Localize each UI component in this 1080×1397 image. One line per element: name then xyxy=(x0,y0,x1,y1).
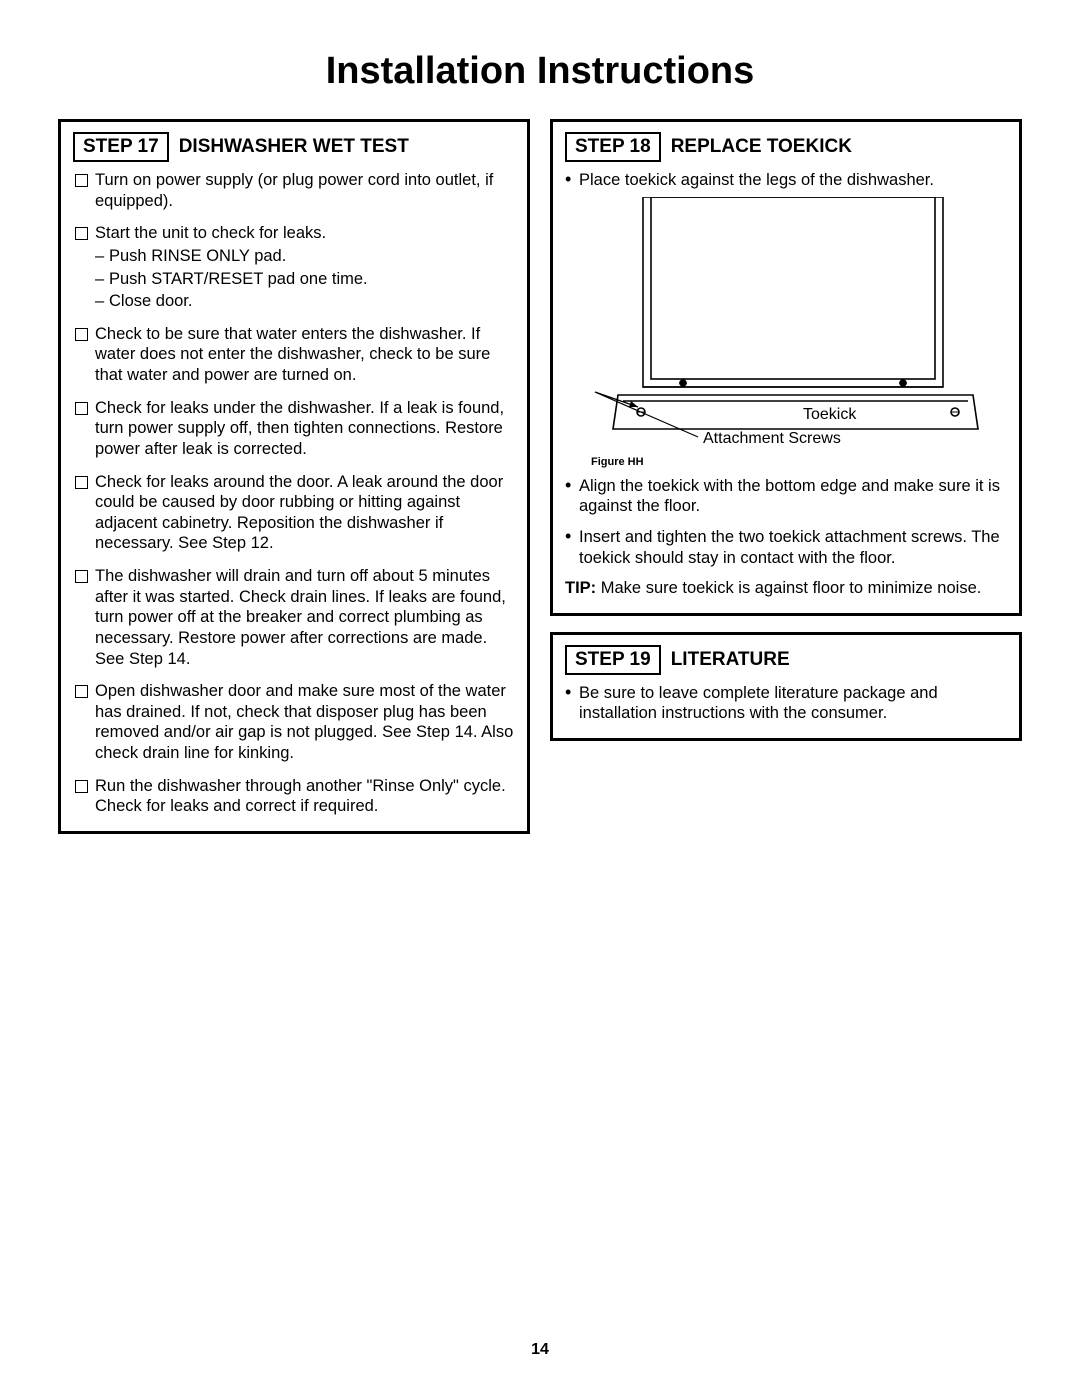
list-text: Run the dishwasher through another "Rins… xyxy=(95,777,506,816)
step18-tip: TIP: Make sure toekick is against floor … xyxy=(565,578,1007,599)
page-number: 14 xyxy=(0,1341,1080,1359)
list-item: Check for leaks under the dishwasher. If… xyxy=(73,398,515,460)
list-item: The dishwasher will drain and turn off a… xyxy=(73,566,515,669)
step18-after-list: Align the toekick with the bottom edge a… xyxy=(565,476,1007,569)
list-item: Be sure to leave complete literature pac… xyxy=(565,683,1007,724)
step18-number: STEP 18 xyxy=(565,132,661,162)
step19-header: STEP 19 LITERATURE xyxy=(565,645,1007,675)
step18-header: STEP 18 REPLACE TOEKICK xyxy=(565,132,1007,162)
step17-list: Turn on power supply (or plug power cord… xyxy=(73,170,515,817)
toekick-diagram-icon: Toekick Attachment Screws xyxy=(573,197,993,447)
list-item: Place toekick against the legs of the di… xyxy=(565,170,1007,191)
tip-text: Make sure toekick is against floor to mi… xyxy=(596,579,981,597)
list-text: Turn on power supply (or plug power cord… xyxy=(95,171,493,210)
columns: STEP 17 DISHWASHER WET TEST Turn on powe… xyxy=(58,119,1022,834)
left-column: STEP 17 DISHWASHER WET TEST Turn on powe… xyxy=(58,119,530,834)
step18-box: STEP 18 REPLACE TOEKICK Place toekick ag… xyxy=(550,119,1022,616)
list-item: Close door. xyxy=(95,291,515,312)
step18-intro-list: Place toekick against the legs of the di… xyxy=(565,170,1007,191)
step19-box: STEP 19 LITERATURE Be sure to leave comp… xyxy=(550,632,1022,741)
list-item: Insert and tighten the two toekick attac… xyxy=(565,527,1007,568)
step19-list: Be sure to leave complete literature pac… xyxy=(565,683,1007,724)
list-text: Open dishwasher door and make sure most … xyxy=(95,682,513,762)
list-item: Check to be sure that water enters the d… xyxy=(73,324,515,386)
list-item: Push RINSE ONLY pad. xyxy=(95,246,515,267)
list-item: Check for leaks around the door. A leak … xyxy=(73,472,515,555)
list-item: Run the dishwasher through another "Rins… xyxy=(73,776,515,817)
step18-title: REPLACE TOEKICK xyxy=(661,132,852,162)
list-item: Open dishwasher door and make sure most … xyxy=(73,681,515,764)
figure-hh: Toekick Attachment Screws Figure HH xyxy=(573,197,1007,468)
figure-caption: Figure HH xyxy=(591,456,1007,468)
sub-list: Push RINSE ONLY pad. Push START/RESET pa… xyxy=(95,246,515,312)
right-column: STEP 18 REPLACE TOEKICK Place toekick ag… xyxy=(550,119,1022,834)
toekick-label: Toekick xyxy=(803,406,857,423)
list-text: Check for leaks under the dishwasher. If… xyxy=(95,399,504,458)
screws-label: Attachment Screws xyxy=(703,430,841,447)
list-item: Turn on power supply (or plug power cord… xyxy=(73,170,515,211)
list-text: Check to be sure that water enters the d… xyxy=(95,325,490,384)
page-title: Installation Instructions xyxy=(58,50,1022,93)
list-text: Check for leaks around the door. A leak … xyxy=(95,473,503,553)
step17-header: STEP 17 DISHWASHER WET TEST xyxy=(73,132,515,162)
step19-number: STEP 19 xyxy=(565,645,661,675)
tip-label: TIP: xyxy=(565,579,596,597)
page: Installation Instructions STEP 17 DISHWA… xyxy=(0,0,1080,1397)
step17-title: DISHWASHER WET TEST xyxy=(169,132,409,162)
step17-number: STEP 17 xyxy=(73,132,169,162)
list-item: Align the toekick with the bottom edge a… xyxy=(565,476,1007,517)
step17-box: STEP 17 DISHWASHER WET TEST Turn on powe… xyxy=(58,119,530,834)
list-text: The dishwasher will drain and turn off a… xyxy=(95,567,506,668)
step19-title: LITERATURE xyxy=(661,645,790,675)
list-item: Start the unit to check for leaks. Push … xyxy=(73,223,515,312)
list-item: Push START/RESET pad one time. xyxy=(95,269,515,290)
list-text: Start the unit to check for leaks. xyxy=(95,224,326,242)
